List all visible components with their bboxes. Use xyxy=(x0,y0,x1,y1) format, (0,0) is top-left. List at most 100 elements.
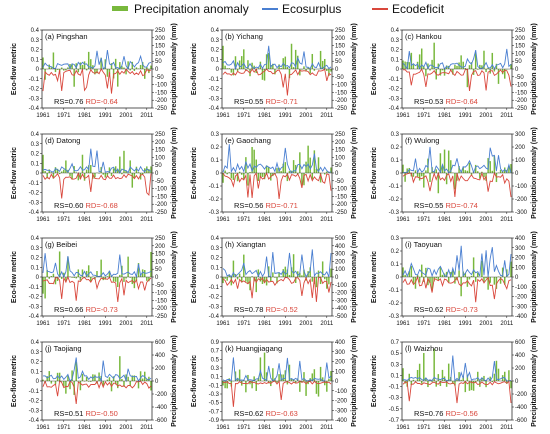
x-tick-label: 2001 xyxy=(299,321,313,327)
y2-tick-label: -100 xyxy=(155,83,168,89)
y2-tick-label: 200 xyxy=(155,140,166,146)
precip-bar xyxy=(418,173,421,181)
y-tick-label: 0 xyxy=(36,379,40,385)
right-axis-label: Precipitation anomaly (mm) xyxy=(171,23,178,115)
precip-bar xyxy=(77,69,80,73)
precip-bar xyxy=(245,157,247,173)
precip-bar xyxy=(90,59,92,69)
y-tick-label: -0.2 xyxy=(29,295,40,301)
y-tick-label: 0.1 xyxy=(391,57,400,63)
y-tick-label: 0.3 xyxy=(391,132,400,138)
y-tick-label: -0.5 xyxy=(389,407,400,413)
y2-tick-label: 50 xyxy=(155,59,162,65)
precip-bar xyxy=(299,272,301,277)
x-tick-label: 2001 xyxy=(119,217,133,223)
y2-tick-label: 600 xyxy=(515,340,526,346)
y2-tick-label: 300 xyxy=(515,246,526,252)
precip-bar xyxy=(501,267,504,277)
precip-bar xyxy=(236,173,239,182)
rd-value: RD=-0.56 xyxy=(445,409,477,418)
y2-tick-label: -150 xyxy=(335,194,348,200)
precip-bar xyxy=(319,173,322,183)
precip-bar xyxy=(454,173,456,190)
y2-tick-label: -250 xyxy=(335,210,348,216)
y2-tick-label: -100 xyxy=(155,187,168,193)
precip-bar xyxy=(504,69,506,79)
precip-bar xyxy=(119,62,121,69)
precip-bar xyxy=(52,173,55,179)
ecosurplus-line xyxy=(42,357,152,383)
precip-bar xyxy=(148,277,150,282)
precip-bar xyxy=(230,69,233,73)
precip-bar xyxy=(464,170,467,173)
precip-bar xyxy=(85,69,88,71)
precip-bar xyxy=(284,162,287,173)
y-tick-label: -0.3 xyxy=(29,200,40,206)
x-tick-label: 1971 xyxy=(237,113,251,119)
precip-bar xyxy=(119,356,121,381)
precip-bar xyxy=(489,277,491,283)
precip-bar xyxy=(146,277,148,281)
y2-tick-label: -100 xyxy=(515,184,528,190)
precip-bar xyxy=(108,69,111,75)
y-tick-label: 0.2 xyxy=(31,48,40,54)
precip-bar xyxy=(311,173,314,180)
precip-bar xyxy=(58,251,61,277)
panel-8: 0.40.30.20.10-0.1-0.2-0.3-0.450040030020… xyxy=(191,231,358,327)
precip-bar xyxy=(144,168,146,173)
precip-bar xyxy=(255,277,257,293)
precip-bar xyxy=(123,277,125,282)
y2-tick-label: 0 xyxy=(515,275,519,281)
precip-bar xyxy=(437,374,440,381)
precip-bar xyxy=(483,50,485,69)
precip-bar xyxy=(495,360,498,381)
precip-bar xyxy=(297,271,299,277)
precip-bar xyxy=(315,169,318,173)
legend-surplus-label: Ecosurplus xyxy=(282,2,342,16)
precip-bar xyxy=(267,266,270,277)
precip-bar xyxy=(437,277,440,281)
precip-bar xyxy=(326,381,328,392)
precip-bar xyxy=(495,277,498,289)
precip-bar xyxy=(324,173,326,175)
precip-bar xyxy=(106,173,109,176)
precip-bar xyxy=(141,269,144,277)
precip-bar xyxy=(439,267,442,277)
y-tick-label: -0.3 xyxy=(209,304,220,310)
precip-bar xyxy=(44,171,46,173)
precip-bar xyxy=(324,277,326,280)
precip-bar xyxy=(282,374,284,381)
precip-bar xyxy=(67,257,69,277)
precip-bar xyxy=(121,173,123,175)
y-tick-label: -0.1 xyxy=(209,285,220,291)
precip-bar xyxy=(288,69,291,79)
precip-bar xyxy=(232,173,235,180)
precip-bar xyxy=(468,381,471,391)
rd-value: RD=-0.64 xyxy=(445,97,477,106)
precip-bar xyxy=(412,277,415,284)
precip-bar xyxy=(479,64,481,69)
precip-bar xyxy=(412,64,415,69)
precip-bar xyxy=(404,173,406,182)
precip-bar xyxy=(123,150,125,173)
y2-tick-label: 0 xyxy=(515,379,519,385)
y2-tick-label: -100 xyxy=(335,83,348,89)
y2-tick-label: 200 xyxy=(155,244,166,250)
panel-title: (l) Waizhou xyxy=(405,344,443,353)
precip-bar xyxy=(410,266,413,277)
precip-bar xyxy=(317,381,320,397)
precip-bar xyxy=(67,67,69,69)
precip-bar xyxy=(441,369,444,381)
y-tick-label: -0.1 xyxy=(209,184,220,190)
precip-bar xyxy=(56,168,59,173)
precip-bar xyxy=(224,277,226,279)
y-tick-label: -0.4 xyxy=(209,106,220,112)
precip-bar xyxy=(501,69,504,75)
precip-bar xyxy=(445,271,448,277)
precip-bar xyxy=(87,265,90,277)
rd-value: RD=-0.73 xyxy=(445,305,477,314)
precip-bar xyxy=(263,173,266,180)
y-tick-label: 0.2 xyxy=(211,256,220,262)
x-tick-label: 2011 xyxy=(320,217,334,223)
precip-bar xyxy=(226,173,228,175)
